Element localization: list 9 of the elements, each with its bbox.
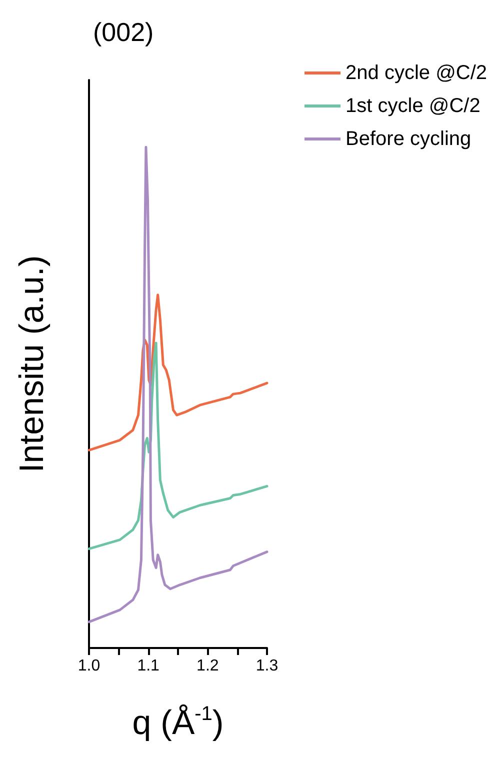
legend-label: Before cycling [346,128,472,150]
legend-label: 2nd cycle @C/2 [346,62,488,84]
chart-title: (002) [93,17,154,47]
x-tick-label: 1.1 [137,658,160,674]
legend-label: 1st cycle @C/2 [346,95,480,117]
x-tick-label: 1.3 [256,658,278,674]
x-tick-label: 1.2 [196,658,219,674]
y-axis-title: Intensitu (a.u.) [13,255,51,473]
x-tick-label: 1.0 [78,658,100,674]
